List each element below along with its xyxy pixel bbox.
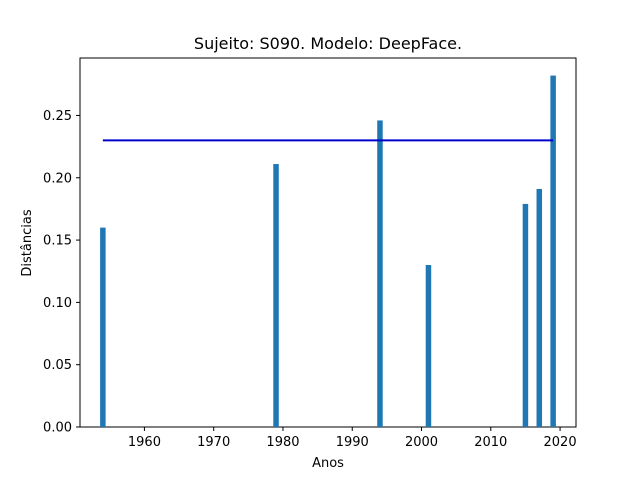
x-axis-ticks: 1960 1970 1980 1990 2000 2010 2020 [128, 427, 577, 450]
bar [100, 227, 106, 427]
x-tick-label: 1990 [336, 435, 369, 450]
y-tick-label: 0.05 [43, 358, 72, 373]
axes-frame [79, 57, 577, 428]
bar [522, 203, 529, 427]
plot-area [79, 57, 577, 428]
x-tick-label: 2020 [544, 435, 577, 450]
bar [425, 264, 432, 427]
bars-group [100, 75, 556, 428]
bar [273, 164, 279, 428]
x-tick-label: 1960 [128, 435, 161, 450]
bar [550, 75, 556, 427]
x-tick-label: 2000 [405, 435, 438, 450]
y-tick-label: 0.20 [43, 171, 72, 186]
x-tick-label: 1980 [266, 435, 299, 450]
y-tick-label: 0.25 [43, 109, 72, 124]
x-tick-label: 2010 [474, 435, 507, 450]
y-tick-label: 0.00 [43, 421, 72, 436]
bar [377, 120, 383, 428]
chart-title: Sujeito: S090. Modelo: DeepFace. [194, 34, 462, 53]
y-axis-label: Distâncias [20, 209, 35, 276]
y-tick-label: 0.10 [43, 296, 72, 311]
x-axis-label: Anos [312, 456, 344, 471]
y-axis-ticks: 0.00 0.05 0.10 0.15 0.20 0.25 [43, 109, 80, 436]
bar [536, 188, 543, 427]
x-tick-label: 1970 [197, 435, 230, 450]
y-tick-label: 0.15 [43, 234, 72, 249]
